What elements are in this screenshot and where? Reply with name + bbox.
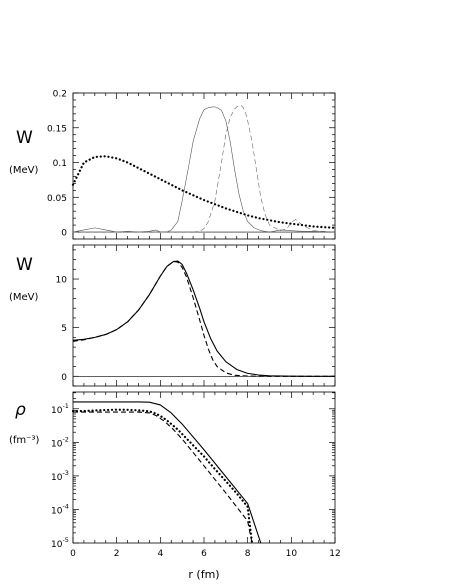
panel-bottom-series bbox=[71, 401, 262, 545]
panel-top-ylabel: W bbox=[16, 128, 33, 148]
panel-top-series bbox=[71, 105, 337, 233]
y-tick-label: 10-4 bbox=[51, 502, 69, 516]
panel-middle-series bbox=[72, 260, 335, 377]
x-tick-label: 0 bbox=[70, 549, 76, 559]
panel-middle-xticks bbox=[72, 245, 336, 386]
panel-top-series-dashed bbox=[73, 105, 336, 233]
panel-bottom-yunit: (fm⁻³) bbox=[9, 435, 39, 446]
panel-middle: W (MeV) 0 5 10 bbox=[9, 244, 336, 387]
y-tick-label: 0.15 bbox=[47, 124, 67, 134]
x-tick-label: 10 bbox=[286, 549, 298, 559]
x-tick-label: 2 bbox=[114, 549, 120, 559]
y-tick-label: 10-3 bbox=[51, 469, 69, 483]
x-tick-label: 4 bbox=[157, 549, 163, 559]
panel-bottom-series-dotted bbox=[71, 408, 254, 545]
panel-middle-ylabel: W bbox=[16, 255, 33, 275]
y-tick-label: 0.1 bbox=[53, 159, 67, 169]
y-tick-label: 0 bbox=[61, 373, 67, 383]
y-tick-label: 10-1 bbox=[51, 402, 69, 416]
panel-top: W (MeV) 0 0.05 0.1 0.15 0.2 bbox=[9, 90, 337, 240]
y-tick-label: 0.05 bbox=[47, 194, 67, 204]
panel-bottom: ρ (fm⁻³) 10-1 10-2 10-3 10-4 10-5 bbox=[9, 391, 336, 550]
panel-middle-yunit: (MeV) bbox=[9, 292, 39, 303]
panel-top-xticks bbox=[72, 93, 336, 239]
panel-top-series-dotted bbox=[71, 155, 337, 229]
y-tick-label: 10-2 bbox=[51, 435, 69, 449]
y-tick-label: 10 bbox=[56, 276, 68, 286]
panel-bottom-series-solid bbox=[73, 401, 262, 544]
y-tick-label: 5 bbox=[61, 324, 67, 334]
y-tick-label: 0 bbox=[61, 229, 67, 239]
panel-bottom-ylabel: ρ bbox=[15, 400, 26, 420]
panel-top-yunit: (MeV) bbox=[9, 165, 39, 176]
x-axis-label: r (fm) bbox=[188, 568, 219, 581]
x-tick-labels: 0 2 4 6 8 10 12 bbox=[70, 549, 341, 559]
panel-bottom-yticks: 10-1 10-2 10-3 10-4 10-5 bbox=[51, 392, 335, 550]
x-tick-label: 12 bbox=[329, 549, 340, 559]
y-tick-label: 0.2 bbox=[53, 90, 67, 100]
x-tick-label: 8 bbox=[245, 549, 251, 559]
x-tick-label: 6 bbox=[201, 549, 207, 559]
panel-bottom-xticks bbox=[72, 392, 336, 543]
panel-bottom-series-dashed bbox=[73, 411, 253, 544]
y-tick-label: 10-5 bbox=[51, 536, 69, 550]
